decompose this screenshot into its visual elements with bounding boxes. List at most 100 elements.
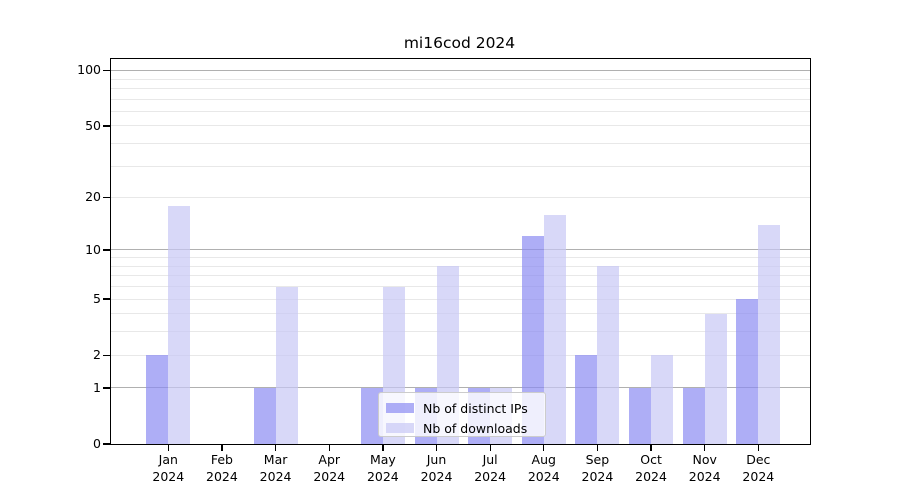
x-tick-sep-2024 [596,445,599,451]
x-tick-label-line: Apr [318,452,341,467]
x-tick-label-line: 2024 [420,468,453,484]
x-tick-mar-2024 [274,445,277,451]
x-tick-label-line: 2024 [366,468,399,484]
x-tick-label-may-2024: May 2024 [351,452,415,485]
legend-item-distinct-ips: Nb of distinct IPs [386,398,545,418]
x-tick-label-line: 2024 [635,468,667,484]
x-tick-label-line: Dec [746,452,771,467]
y-tick-label-20: 20 [85,189,101,205]
x-tick-label-jul-2024: Jul 2024 [458,452,522,485]
x-tick-label-aug-2024: Aug 2024 [512,452,576,485]
legend-item-downloads: Nb of downloads [386,418,545,438]
gridline-minor-5 [111,298,810,300]
x-tick-label-line: Jun [426,452,447,467]
bar-nb-of-distinct-ips-mar-2024 [253,387,276,444]
bar-nb-of-distinct-ips-dec-2024 [736,299,759,444]
gridline-minor-7 [111,275,810,277]
x-tick-label-line: Mar [263,452,288,467]
y-tick-50 [103,125,110,127]
y-tick-label-50: 50 [85,117,101,133]
legend-label-downloads: Nb of downloads [423,420,528,436]
y-tick-label-100: 100 [77,62,101,78]
bar-nb-of-downloads-jan-2024 [168,205,191,444]
x-tick-label-line: Jul [482,452,498,467]
bar-nb-of-distinct-ips-sep-2024 [575,355,598,444]
x-tick-label-line: 2024 [742,468,775,484]
x-tick-label-line: 2024 [152,468,185,484]
x-tick-label-line: Oct [640,452,662,467]
bar-nb-of-downloads-nov-2024 [704,313,727,444]
x-tick-dec-2024 [757,445,760,451]
bar-nb-of-distinct-ips-may-2024 [360,387,383,444]
gridline-minor-4 [111,313,810,315]
legend-swatch-distinct-ips [386,403,414,413]
y-tick-0 [103,443,110,445]
gridline-major-10 [111,249,810,251]
x-tick-nov-2024 [704,445,706,451]
gridline-minor-2 [111,354,810,356]
gridline-minor-3 [111,331,810,333]
x-tick-label-oct-2024: Oct 2024 [619,452,683,485]
legend-label-distinct-ips: Nb of distinct IPs [423,400,528,416]
x-tick-label-nov-2024: Nov 2024 [673,452,737,485]
gridline-major-100 [111,70,810,72]
x-tick-label-line: Jan [158,452,178,467]
gridline-minor-90 [111,78,810,80]
y-tick-label-2: 2 [93,346,101,362]
bar-nb-of-downloads-dec-2024 [758,224,781,444]
gridline-minor-9 [111,257,810,259]
bar-nb-of-downloads-oct-2024 [651,355,674,444]
x-tick-label-apr-2024: Apr 2024 [297,452,361,485]
bar-nb-of-distinct-ips-oct-2024 [629,387,652,444]
y-tick-20 [103,197,110,199]
x-tick-label-line: Sep [585,452,610,467]
gridline-minor-70 [111,98,810,100]
plot-area [110,58,811,445]
y-tick-2 [103,354,110,356]
x-tick-oct-2024 [650,445,652,451]
x-tick-label-jun-2024: Jun 2024 [405,452,469,485]
y-tick-1 [103,387,110,389]
y-tick-10 [103,249,110,251]
gridline-minor-50 [111,125,810,127]
x-tick-label-dec-2024: Dec 2024 [726,452,790,485]
x-tick-jan-2024 [167,445,169,451]
x-tick-label-line: 2024 [474,468,507,484]
gridline-minor-40 [111,143,810,145]
bar-nb-of-distinct-ips-nov-2024 [682,387,705,444]
bar-nb-of-downloads-mar-2024 [275,286,298,444]
x-tick-may-2024 [382,445,384,451]
x-tick-feb-2024 [221,445,223,451]
gridline-minor-8 [111,265,810,267]
x-tick-label-line: 2024 [259,468,292,484]
x-tick-label-mar-2024: Mar 2024 [244,452,308,485]
y-tick-100 [103,69,110,72]
gridline-minor-6 [111,286,810,288]
x-tick-label-line: Feb [210,452,233,467]
gridline-minor-20 [111,197,810,199]
chart-title: mi16cod 2024 [403,34,516,52]
x-tick-label-line: 2024 [688,468,721,484]
legend: Nb of distinct IPs Nb of downloads [378,392,546,437]
gridline-minor-30 [111,165,810,167]
y-tick-label-10: 10 [85,241,101,257]
x-tick-label-line: Aug [531,452,556,467]
x-tick-label-line: 2024 [206,468,238,484]
y-tick-label-5: 5 [93,290,101,306]
x-tick-jul-2024 [489,445,491,451]
x-tick-label-line: 2024 [581,468,614,484]
y-tick-label-0: 0 [93,435,101,451]
x-tick-label-line: 2024 [313,468,346,484]
bar-nb-of-downloads-sep-2024 [597,266,620,444]
x-tick-aug-2024 [543,445,545,451]
x-tick-label-feb-2024: Feb 2024 [190,452,254,485]
y-tick-label-1: 1 [93,379,101,395]
x-tick-label-sep-2024: Sep 2024 [565,452,629,485]
y-tick-5 [103,298,110,300]
gridline-minor-60 [111,110,810,112]
x-tick-label-jan-2024: Jan 2024 [136,452,200,485]
x-tick-apr-2024 [328,445,330,451]
legend-swatch-downloads [386,423,414,433]
bar-nb-of-downloads-aug-2024 [543,214,566,444]
